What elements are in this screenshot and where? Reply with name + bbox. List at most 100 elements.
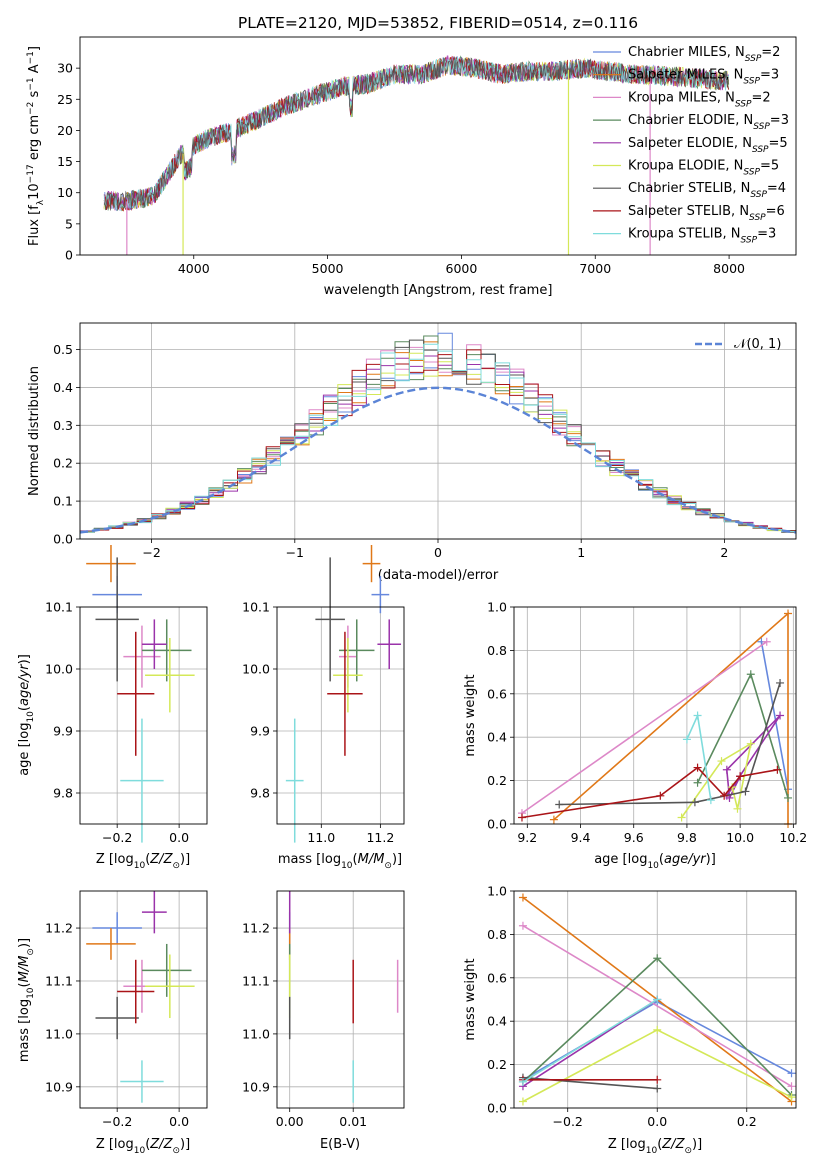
weight-series-line [521, 641, 768, 814]
weight-marker [518, 1097, 527, 1106]
y-tick-label: 5 [65, 216, 73, 231]
spectrum-series-line [103, 57, 730, 211]
y-tick-label: 11.2 [242, 921, 270, 936]
legend-label: Chabrier ELODIE, NSSP=3 [628, 113, 789, 132]
y-tick-label: 0.2 [487, 1057, 507, 1072]
Z-mass-y-label: mass [log10(M/M⊙)] [17, 938, 36, 1062]
legend-label: Kroupa STELIB, NSSP=3 [628, 227, 776, 246]
spectrum-plot [76, 55, 730, 259]
x-tick-label: 11.0 [307, 830, 335, 845]
x-tick-label: 11.2 [366, 830, 394, 845]
weight-series-line [725, 714, 781, 801]
Z_vs_weight-plot [510, 890, 796, 1112]
weight-marker [706, 796, 715, 805]
weight-marker [653, 1084, 662, 1093]
y-tick-label: 25 [57, 92, 73, 107]
weight-marker [517, 813, 526, 822]
weight-marker [762, 637, 771, 646]
weight-series-line [553, 611, 789, 824]
y-tick-label: 10.0 [45, 662, 73, 677]
Z_vs_weight-y-label: mass weight [463, 958, 478, 1040]
age_vs_weight-plot [510, 606, 796, 828]
legend-label: Salpeter STELIB, NSSP=6 [628, 204, 785, 223]
legend-label: Salpeter MILES, NSSP=3 [628, 68, 779, 87]
y-tick-label: 0.8 [487, 643, 507, 658]
y-tick-label: 0.0 [53, 532, 73, 547]
x-tick-label: 0.01 [339, 1114, 367, 1129]
Z_vs_mass-plot [76, 891, 207, 1112]
age_vs_weight-frame [513, 606, 797, 825]
weight-marker [773, 765, 782, 774]
residuals-y-label: Normed distribution [27, 366, 42, 496]
y-tick-label: 0.2 [53, 456, 73, 471]
y-tick-label: 10 [57, 185, 73, 200]
x-tick-label: 0.2 [737, 1114, 757, 1129]
y-tick-label: 0.4 [53, 380, 73, 395]
weight-marker [746, 670, 755, 679]
x-tick-label: 0.0 [647, 1114, 667, 1129]
ebv_vs_mass-plot [273, 891, 404, 1112]
y-tick-label: 11.0 [242, 1026, 270, 1041]
weight-marker [682, 735, 691, 744]
x-tick-label: 7000 [579, 261, 611, 276]
weight-marker [746, 739, 755, 748]
x-tick-label: −0.2 [102, 830, 132, 845]
y-tick-label: 0.0 [487, 1101, 507, 1116]
weight-marker [717, 757, 726, 766]
weight-marker [653, 954, 662, 963]
x-tick-label: 4000 [178, 261, 210, 276]
x-tick-label: 0.0 [169, 830, 189, 845]
weight-marker [787, 1082, 796, 1091]
mass-age-x-label: mass [log10(M/M⊙)] [278, 852, 402, 871]
spectrum-series-line [103, 57, 730, 212]
spectrum-y-label: Flux [fλ10−17 erg cm−2 s−1 A−1] [26, 46, 46, 246]
legend-label: Salpeter ELODIE, NSSP=5 [628, 136, 788, 155]
y-tick-label: 9.8 [53, 786, 73, 801]
y-tick-label: 9.8 [250, 786, 270, 801]
weight-marker [784, 609, 793, 618]
x-tick-label: 10.2 [779, 830, 807, 845]
x-tick-label: −1 [286, 545, 304, 560]
y-tick-label: 11.1 [45, 973, 73, 988]
weight-marker [693, 778, 702, 787]
legend-label: Kroupa ELODIE, NSSP=5 [628, 159, 779, 178]
weight-series-line [760, 641, 789, 790]
y-tick-label: 0.3 [53, 418, 73, 433]
weight-series-line [522, 925, 792, 1087]
Z-age-y-label: age [log10(age/yr)] [17, 654, 36, 776]
Z-weight-x-label: Z [log10(Z/Z⊙)] [608, 1137, 702, 1156]
y-tick-label: 9.9 [250, 724, 270, 739]
x-tick-label: 6000 [446, 261, 478, 276]
x-tick-label: 5000 [312, 261, 344, 276]
y-tick-label: 0 [65, 248, 73, 263]
spectrum-x-label: wavelength [Angstrom, rest frame] [324, 283, 553, 298]
weight-series-line [521, 766, 778, 819]
residuals-x-label: (data-model)/error [378, 568, 499, 583]
ebv_vs_mass-frame [276, 890, 405, 1109]
weight-marker [722, 765, 731, 774]
legend-label: Chabrier MILES, NSSP=2 [628, 45, 780, 64]
weight-marker [776, 678, 785, 687]
residual-histogram [79, 349, 797, 539]
x-tick-label: 8000 [713, 261, 745, 276]
weight-marker [656, 791, 665, 800]
weight-marker [720, 791, 729, 800]
y-tick-label: 10.1 [45, 600, 73, 615]
legend-label: Kroupa MILES, NSSP=2 [628, 90, 771, 109]
weight-marker [677, 813, 686, 822]
weight-marker [784, 793, 793, 802]
weight-marker [653, 995, 662, 1004]
legend-label: Chabrier STELIB, NSSP=4 [628, 181, 786, 200]
age_vs_weight-y-label: mass weight [463, 674, 478, 756]
y-tick-label: 9.9 [53, 724, 73, 739]
residuals-frame [79, 322, 797, 540]
x-tick-label: 0 [434, 545, 442, 560]
y-tick-label: 11.1 [242, 973, 270, 988]
y-tick-label: 10.1 [242, 600, 270, 615]
y-tick-label: 0.0 [487, 817, 507, 832]
y-tick-label: 20 [57, 123, 73, 138]
y-tick-label: 10.9 [45, 1079, 73, 1094]
weight-series-line [559, 682, 781, 806]
x-tick-label: 9.8 [677, 830, 697, 845]
